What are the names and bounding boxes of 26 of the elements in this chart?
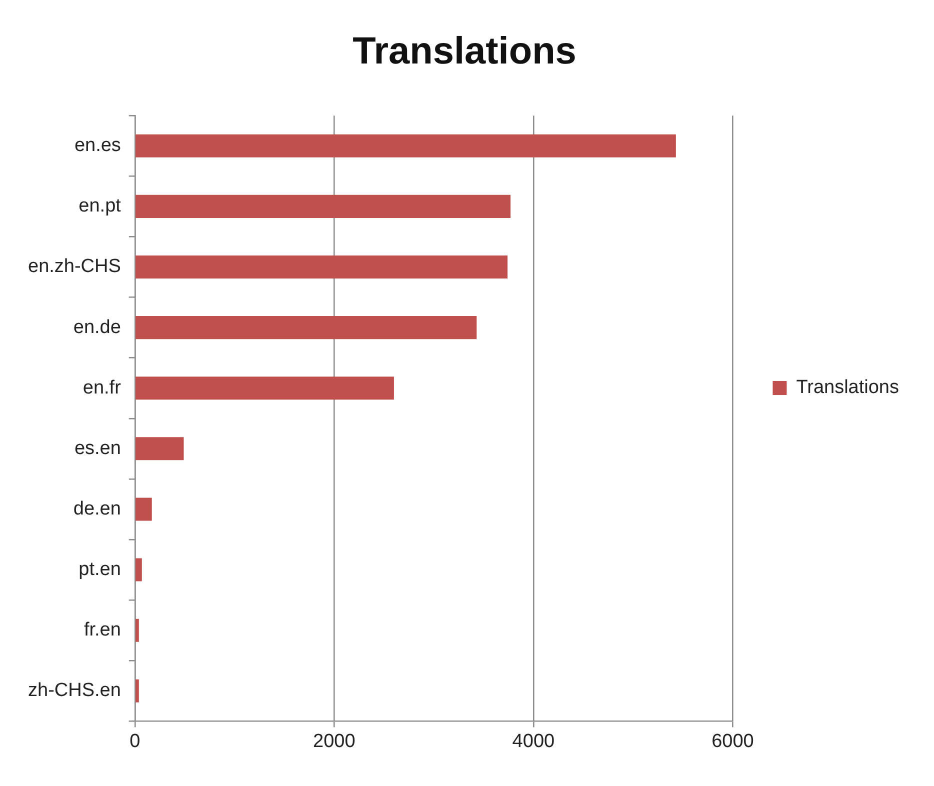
y-tick-label: en.de xyxy=(73,316,121,338)
y-tick-label: fr.en xyxy=(84,620,121,641)
x-tick-label: 2000 xyxy=(313,730,356,752)
y-tick-label: de.en xyxy=(73,498,121,520)
y-tick-label: en.es xyxy=(74,135,121,156)
chart-title: Translations xyxy=(352,30,576,72)
x-tick-label: 4000 xyxy=(512,730,555,752)
y-tick-label: es.en xyxy=(74,438,121,459)
bar xyxy=(136,679,139,702)
legend-label: Translations xyxy=(796,377,900,398)
bar xyxy=(136,558,142,582)
bar xyxy=(136,618,139,642)
y-tick-label: en.zh-CHS xyxy=(28,256,121,278)
bar xyxy=(136,134,676,158)
bar xyxy=(136,316,477,340)
bar xyxy=(136,255,508,279)
y-tick-label: zh-CHS.en xyxy=(28,680,121,702)
y-tick-label: en.fr xyxy=(82,377,122,398)
x-tick-label: 6000 xyxy=(712,730,754,752)
bar xyxy=(136,498,152,521)
bar xyxy=(136,194,511,218)
y-tick-label: en.pt xyxy=(78,196,122,217)
y-tick-label: pt.en xyxy=(78,559,121,580)
bar xyxy=(136,376,394,400)
bar xyxy=(136,437,184,460)
x-tick-label: 0 xyxy=(130,730,140,752)
